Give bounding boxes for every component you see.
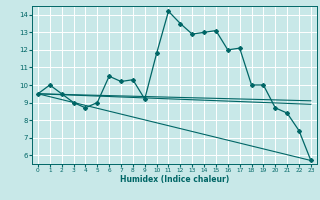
X-axis label: Humidex (Indice chaleur): Humidex (Indice chaleur) [120, 175, 229, 184]
